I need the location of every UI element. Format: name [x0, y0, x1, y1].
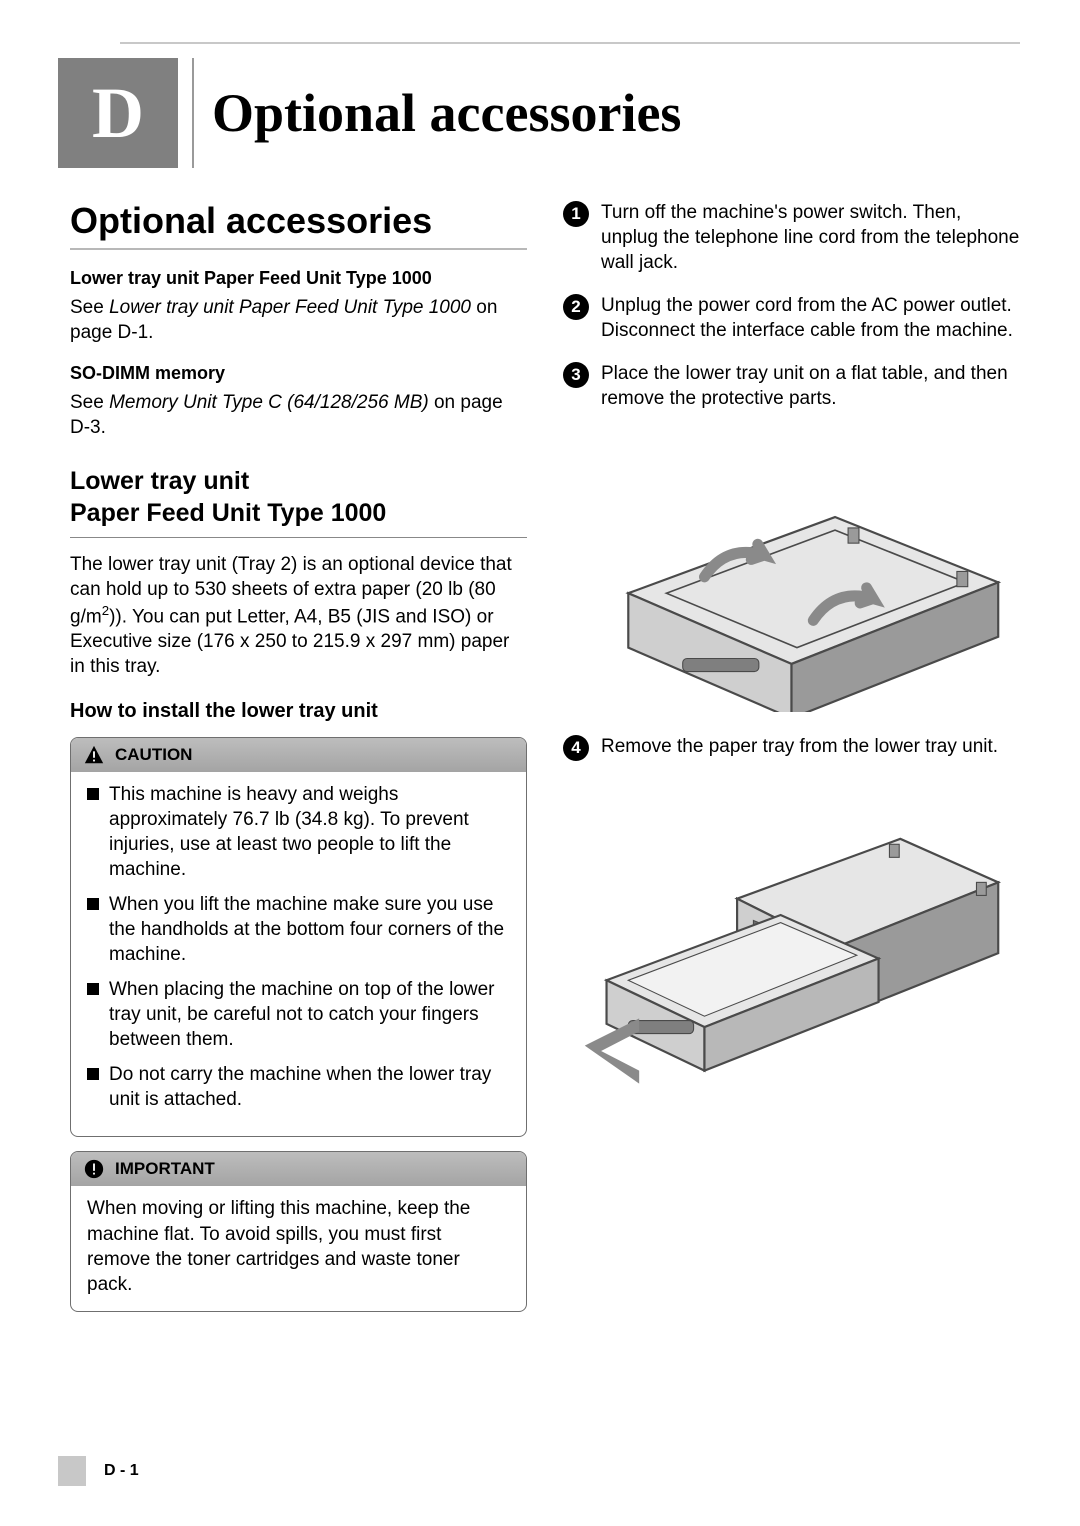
important-icon — [83, 1158, 105, 1180]
left-column: Optional accessories Lower tray unit Pap… — [70, 200, 527, 1446]
right-column: 1 Turn off the machine's power switch. T… — [563, 200, 1020, 1446]
step-1: 1 Turn off the machine's power switch. T… — [563, 200, 1020, 275]
text: )). You can put Letter, A4, B5 (JIS and … — [70, 606, 509, 677]
text: When moving or lifting this machine, kee… — [87, 1198, 470, 1294]
h2-line2: Paper Feed Unit Type 1000 — [70, 499, 386, 527]
chapter-title: Optional accessories — [212, 82, 681, 144]
bullet-icon — [87, 983, 99, 995]
bullet-icon — [87, 1068, 99, 1080]
text: When you lift the machine make sure you … — [109, 892, 510, 967]
important-label: IMPORTANT — [115, 1159, 215, 1179]
caution-item: This machine is heavy and weighs approxi… — [87, 782, 510, 882]
item1-see: See Lower tray unit Paper Feed Unit Type… — [70, 295, 527, 345]
step-text: Place the lower tray unit on a flat tabl… — [601, 361, 1020, 411]
bullet-icon — [87, 788, 99, 800]
step-number-icon: 3 — [563, 362, 589, 388]
text-italic: Memory Unit Type C (64/128/256 MB) — [109, 392, 429, 413]
step-number-icon: 1 — [563, 201, 589, 227]
text: See — [70, 297, 109, 318]
step-text: Remove the paper tray from the lower tra… — [601, 734, 998, 761]
step-number-icon: 2 — [563, 294, 589, 320]
footer: D - 1 — [58, 1456, 139, 1486]
item2-heading: SO-DIMM memory — [70, 363, 527, 384]
section-rule — [70, 248, 527, 250]
caution-item: When placing the machine on top of the l… — [87, 977, 510, 1052]
caution-callout: CAUTION This machine is heavy and weighs… — [70, 737, 527, 1138]
figure-tray-open — [563, 779, 1020, 1084]
text: This machine is heavy and weighs approxi… — [109, 782, 510, 882]
important-head: IMPORTANT — [71, 1152, 526, 1186]
footer-tab-icon — [58, 1456, 86, 1486]
superscript: 2 — [102, 603, 109, 618]
step-2: 2 Unplug the power cord from the AC powe… — [563, 293, 1020, 343]
text: Do not carry the machine when the lower … — [109, 1062, 510, 1112]
important-body: When moving or lifting this machine, kee… — [71, 1186, 526, 1310]
tray-paragraph: The lower tray unit (Tray 2) is an optio… — [70, 552, 527, 680]
text: When placing the machine on top of the l… — [109, 977, 510, 1052]
caution-label: CAUTION — [115, 745, 192, 765]
chapter-divider — [192, 58, 194, 168]
content-columns: Optional accessories Lower tray unit Pap… — [70, 200, 1020, 1446]
subsection-heading: Lower tray unit Paper Feed Unit Type 100… — [70, 466, 527, 529]
text: See — [70, 392, 109, 413]
caution-body: This machine is heavy and weighs approxi… — [71, 772, 526, 1137]
caution-item: Do not carry the machine when the lower … — [87, 1062, 510, 1112]
step-text: Unplug the power cord from the AC power … — [601, 293, 1020, 343]
page-number: D - 1 — [104, 1462, 139, 1480]
step-4: 4 Remove the paper tray from the lower t… — [563, 734, 1020, 761]
step-number-icon: 4 — [563, 735, 589, 761]
caution-head: CAUTION — [71, 738, 526, 772]
caution-item: When you lift the machine make sure you … — [87, 892, 510, 967]
chapter-badge: D — [58, 58, 178, 168]
howto-heading: How to install the lower tray unit — [70, 700, 527, 723]
step-3: 3 Place the lower tray unit on a flat ta… — [563, 361, 1020, 411]
text-italic: Lower tray unit Paper Feed Unit Type 100… — [109, 297, 471, 318]
figure-tray-closed — [563, 430, 1020, 713]
important-callout: IMPORTANT When moving or lifting this ma… — [70, 1151, 527, 1311]
chapter-header: D Optional accessories — [58, 58, 681, 168]
top-rule — [120, 42, 1020, 44]
h2-line1: Lower tray unit — [70, 467, 249, 495]
item1-heading: Lower tray unit Paper Feed Unit Type 100… — [70, 268, 527, 289]
item2-see: See Memory Unit Type C (64/128/256 MB) o… — [70, 390, 527, 440]
step-text: Turn off the machine's power switch. The… — [601, 200, 1020, 275]
subsection-rule — [70, 537, 527, 538]
section-heading: Optional accessories — [70, 200, 527, 242]
bullet-icon — [87, 898, 99, 910]
caution-icon — [83, 744, 105, 766]
